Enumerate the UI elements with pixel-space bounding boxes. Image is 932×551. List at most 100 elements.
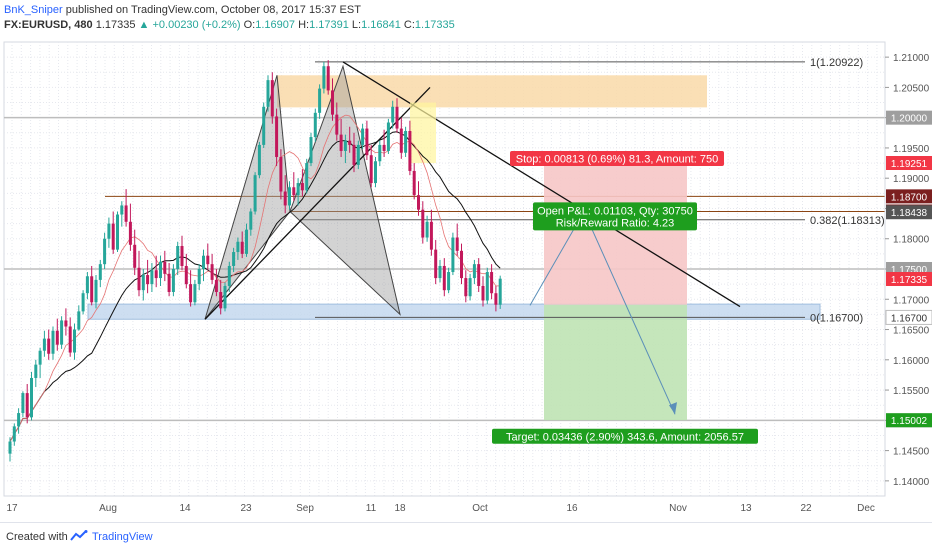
open-label: O: [243, 19, 256, 31]
candle-body [391, 106, 395, 123]
candle-body [171, 269, 175, 293]
candle-body [81, 293, 85, 312]
candle-body [335, 114, 339, 135]
author-link[interactable]: BnK_Sniper [4, 4, 63, 16]
candle-body [270, 80, 274, 117]
price-badge: 1.19251 [891, 159, 928, 170]
price-badge-box [886, 156, 932, 171]
time-tick-label: Dec [857, 503, 875, 514]
candle-body [361, 128, 365, 145]
candle-body [17, 413, 21, 427]
candle-body [90, 276, 94, 303]
candle-body [365, 128, 369, 156]
candle-body [378, 144, 382, 162]
candle-body [300, 183, 304, 191]
candle-body [107, 223, 111, 239]
candle-body [460, 250, 463, 279]
time-tick-label: 18 [394, 503, 406, 514]
high-label: H: [298, 19, 310, 31]
candle-body [292, 187, 296, 196]
time-tick-label: 13 [740, 503, 752, 514]
candle-body [477, 264, 481, 286]
price-badge-box [886, 110, 932, 125]
candle-body [154, 270, 158, 279]
price-chart[interactable]: Stop: 0.00813 (0.69%) 81.3, Amount: 750 O… [0, 38, 932, 518]
chart-grid [3, 41, 886, 497]
chart-header: BnK_Sniper published on TradingView.com,… [4, 3, 455, 33]
price-badge: 1.17500 [891, 265, 928, 276]
candle-body [386, 122, 390, 151]
candle-body [382, 144, 386, 151]
time-tick-label: 14 [179, 503, 191, 514]
time-tick-label: Sep [296, 503, 314, 514]
candle-body [210, 264, 214, 280]
fib-label: 1(1.20922) [810, 57, 863, 69]
candle-body [322, 66, 326, 89]
candle-body [434, 249, 438, 279]
candle-body [141, 275, 145, 291]
candle-body [159, 261, 162, 279]
candle-body [137, 267, 141, 291]
price-tick-label: 1.19000 [893, 174, 930, 185]
candle-body [120, 205, 124, 215]
descending-trendline [342, 61, 741, 308]
price-badge: 1.20000 [891, 114, 928, 125]
price-tick-label: 1.20500 [893, 83, 930, 94]
candle-body [227, 265, 231, 286]
candle-body [464, 278, 468, 297]
time-tick-label: Nov [669, 503, 687, 514]
high-value: 1.17391 [309, 19, 349, 31]
candle-body [356, 144, 360, 165]
candle-body [326, 66, 330, 91]
candle-body [455, 237, 459, 251]
candle-body [245, 229, 248, 254]
candle-body [150, 270, 154, 285]
candle-body [103, 238, 107, 265]
candle-body [468, 278, 472, 297]
candle-body [490, 272, 494, 294]
tradingview-logo-icon[interactable] [70, 530, 88, 545]
candle-body [176, 245, 180, 269]
fib-label: 0.382(1.18313) [810, 215, 885, 227]
price-tick-label: 1.17000 [893, 295, 930, 306]
candle-body [180, 245, 184, 266]
candle-body [77, 311, 81, 330]
time-tick-label: 17 [6, 503, 18, 514]
candle-body [34, 364, 38, 378]
publish-line: BnK_Sniper published on TradingView.com,… [4, 3, 455, 18]
candle-body [283, 191, 287, 206]
candle-body [498, 278, 502, 305]
price-badge: 1.16700 [891, 313, 928, 324]
time-tick-label: 22 [800, 503, 812, 514]
chart-drawings [9, 61, 805, 442]
candle-body [197, 269, 201, 285]
tradingview-brand[interactable]: TradingView [92, 531, 153, 543]
candle-body [331, 90, 334, 115]
candle-body [232, 252, 236, 266]
candle-body [189, 284, 193, 303]
candle-body [12, 426, 16, 442]
candle-body [318, 88, 322, 113]
candle-body [417, 195, 420, 210]
candle-body [442, 265, 446, 291]
target-label: Target: 0.03436 (2.90%) 343.6, Amount: 2… [506, 431, 744, 443]
ohlc-line: FX:EURUSD, 480 1.17335 ▲ +0.00230 (+0.2%… [4, 18, 455, 33]
candle-body [25, 393, 29, 418]
price-axis[interactable]: 1.210001.205001.200001.195001.190001.185… [884, 42, 932, 496]
candle-body [408, 130, 412, 171]
candle-body [438, 265, 442, 279]
candle-body [369, 155, 373, 184]
price-badge-box [886, 205, 932, 220]
time-axis[interactable]: 17 Aug 14 23 Sep 11 18 Oct 16 Nov 13 22 Dec [4, 495, 885, 514]
candle-body [163, 261, 167, 274]
candle-body [348, 140, 352, 145]
candle-body [485, 272, 489, 301]
pattern-bcd [289, 64, 401, 316]
candle-body [305, 163, 309, 191]
candle-body [68, 326, 72, 353]
last-price: 1.17335 [95, 19, 136, 31]
candle-body [30, 377, 33, 418]
candle-body [60, 320, 64, 345]
price-badge-box [886, 413, 932, 428]
candle-body [275, 116, 279, 158]
